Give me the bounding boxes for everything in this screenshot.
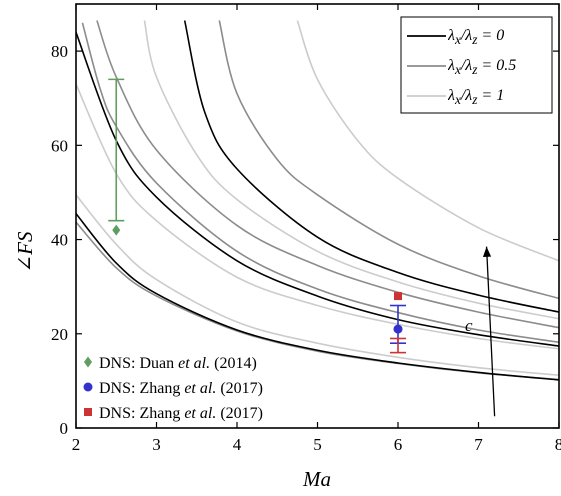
dns-legend: DNS: Duan et al. (2014) DNS: Zhang et al.… [83,355,263,422]
annotation-label: c [465,316,473,335]
x-tick-label: 6 [394,435,403,454]
curve-dark-gray-5 [96,20,559,329]
legend-label-wrap: λx/λz = 0.5 [448,57,517,78]
series-layer [76,20,559,381]
y-tick-label: 0 [60,419,69,438]
x-tick-label: 8 [555,435,561,454]
curve-light-gray-10 [296,20,559,262]
x-tick-label: 3 [152,435,161,454]
dns-legend-suffix: (2017) [216,380,263,397]
legend: λx/λz = 0 λx/λz = 0.5 λx/λz = 1 [400,16,553,114]
x-tick-label: 4 [233,435,242,454]
dns-legend-marker-circle [83,382,93,392]
curve-dark-gray-4 [81,22,559,344]
data-points-layer [108,78,406,354]
curve-light-gray-7 [76,194,559,377]
y-tick-label: 40 [51,231,68,250]
x-tick-label: 5 [313,435,322,454]
x-tick-label: 7 [474,435,483,454]
dns-legend-prefix: DNS: Zhang [99,380,184,397]
dns-legend-label: DNS: Duan et al. (2014) [99,355,257,372]
curve-light-gray-8 [76,83,559,350]
data-point-diamond [112,224,121,236]
curve-light-gray-9 [143,20,559,320]
legend-box [400,16,553,114]
curve-dark-gray-6 [218,20,559,300]
dns-legend-italic: et al. [184,405,216,422]
legend-label: λx/λz = 0 [448,27,505,48]
dns-legend-label: DNS: Zhang et al. (2017) [99,405,263,422]
dns-legend-marker-diamond [84,356,92,368]
legend-label-wrap: λx/λz = 0 [448,27,505,48]
dns-legend-italic: et al. [178,355,210,372]
curve-black-2 [183,20,559,313]
y-tick-label: 60 [51,136,68,155]
y-axis-label: ∠FS [13,231,37,272]
data-point-circle [393,324,403,334]
dns-legend-suffix: (2017) [216,405,263,422]
legend-label-wrap: λx/λz = 1 [448,87,505,108]
dns-legend-prefix: DNS: Duan [99,355,178,372]
dns-legend-marker-square [84,408,92,416]
annotation-layer: c [465,246,496,417]
dns-legend-italic: et al. [184,380,216,397]
legend-label: λx/λz = 0.5 [448,57,517,78]
dns-legend-label: DNS: Zhang et al. (2017) [99,380,263,397]
dns-legend-prefix: DNS: Zhang [99,405,184,422]
x-tick-label: 2 [72,435,81,454]
trend-arrow [485,246,496,417]
curve-black-0 [76,213,559,381]
dns-legend-suffix: (2014) [210,355,257,372]
trend-arrowhead [482,246,492,258]
x-axis-label: Ma [302,467,331,491]
y-tick-label: 20 [51,325,68,344]
legend-label: λx/λz = 1 [448,87,505,108]
data-point-square [394,292,402,301]
y-tick-label: 80 [51,42,68,61]
